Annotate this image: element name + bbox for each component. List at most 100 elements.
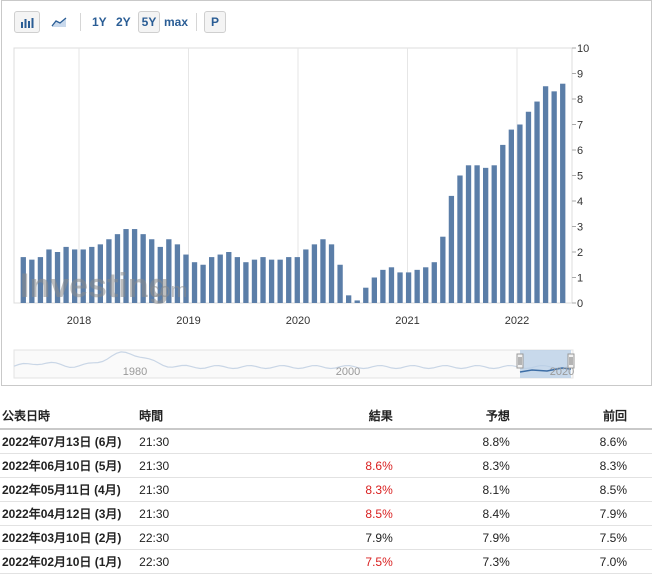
watermark-suffix: .com: [144, 280, 187, 302]
x-tick-label: 2020: [286, 315, 310, 327]
cell-actual: 7.9%: [300, 525, 418, 550]
cell-actual: [300, 429, 418, 454]
table-row: 2022年06月10日 (5月) 21:30 8.6% 8.3% 8.3%: [0, 453, 652, 478]
bar: [226, 252, 232, 303]
bar: [414, 269, 420, 303]
bar: [251, 259, 258, 303]
range-max-button[interactable]: max: [164, 15, 189, 29]
bar: [260, 257, 266, 303]
bar: [157, 246, 163, 303]
bar: [465, 165, 472, 303]
bar: [97, 244, 103, 303]
area-chart-button[interactable]: [46, 11, 72, 33]
cell-previous: 8.3%: [534, 453, 652, 478]
header-actual: 結果: [300, 402, 418, 430]
cell-previous: 8.6%: [534, 429, 652, 454]
bar: [63, 246, 69, 303]
bar-chart-icon: [21, 18, 34, 28]
cell-actual: 7.5%: [300, 549, 418, 574]
bar: [508, 129, 514, 303]
y-tick-label: 5: [577, 171, 583, 183]
bar: [217, 254, 223, 303]
bar: [448, 195, 455, 303]
table-row: 2022年04月12日 (3月) 21:30 8.5% 8.4% 7.9%: [0, 501, 652, 526]
navigator-selection[interactable]: [520, 350, 571, 378]
x-tick-label: 2021: [395, 315, 419, 327]
bar: [397, 272, 403, 303]
bar: [483, 167, 489, 303]
cell-previous: 7.5%: [534, 525, 652, 550]
bar: [363, 287, 369, 303]
cell-date: 2022年06月10日 (5月): [0, 453, 138, 478]
bar: [354, 300, 360, 303]
cell-date: 2022年03月10日 (2月): [0, 525, 138, 550]
bar: [37, 257, 44, 303]
y-tick-label: 4: [577, 196, 583, 208]
y-tick-label: 7: [577, 120, 583, 132]
bar: [474, 165, 480, 303]
cell-forecast: 7.3%: [417, 549, 535, 574]
bar: [106, 239, 112, 303]
bar: [337, 264, 343, 303]
bar: [114, 234, 121, 303]
bar: [191, 262, 198, 303]
header-time: 時間: [137, 402, 301, 430]
bar: [380, 269, 386, 303]
bar: [371, 277, 377, 303]
bar: [268, 259, 275, 303]
navigator-tick-label: 2000: [336, 366, 360, 378]
table-row: 2022年03月10日 (2月) 22:30 7.9% 7.9% 7.5%: [0, 525, 652, 550]
cell-actual: 8.6%: [300, 453, 418, 478]
bar: [209, 257, 215, 303]
bar: [517, 124, 523, 303]
bar: [29, 259, 35, 303]
bar: [243, 262, 249, 303]
table-row: 2022年07月13日 (6月) 21:30 8.8% 8.6%: [0, 429, 652, 454]
cell-forecast: 7.9%: [417, 525, 535, 550]
toolbar-separator: [196, 13, 197, 31]
y-tick-label: 1: [577, 273, 583, 285]
cell-forecast: 8.8%: [417, 429, 535, 454]
navigator-handle[interactable]: [516, 353, 524, 369]
cell-date: 2022年04月12日 (3月): [0, 501, 138, 526]
bar: [534, 101, 540, 303]
chart-panel: 1Y 2Y 5Y max P Investing .com 2018 2019 20…: [1, 0, 652, 386]
bar: [89, 246, 95, 303]
range-2y-button[interactable]: 2Y: [116, 15, 131, 29]
bar: [542, 86, 549, 303]
bar-chart-button[interactable]: [14, 11, 40, 33]
navigator[interactable]: [13, 349, 574, 379]
y-tick-label: 9: [577, 69, 583, 81]
bar: [140, 234, 146, 303]
range-5y-button[interactable]: 5Y: [138, 11, 160, 33]
bar: [440, 236, 446, 303]
x-tick-label: 2019: [176, 315, 200, 327]
bar: [174, 244, 181, 303]
bar: [431, 262, 437, 303]
navigator-handle[interactable]: [567, 353, 575, 369]
bar: [131, 229, 138, 303]
cell-date: 2022年02月10日 (1月): [0, 549, 138, 574]
bar: [72, 249, 78, 303]
y-tick-label: 3: [577, 222, 583, 234]
bar: [20, 257, 26, 303]
header-previous: 前回: [534, 402, 652, 430]
cell-forecast: 8.3%: [417, 453, 535, 478]
bar: [200, 264, 206, 303]
bar: [525, 111, 532, 303]
y-tick-label: 10: [577, 43, 589, 55]
bar: [54, 252, 61, 303]
cell-time: 22:30: [137, 525, 301, 550]
header-date: 公表日時: [0, 402, 138, 430]
main-chart: Investing .com 2018 2019 2020 2021 2022 0 1 2 3 4…: [13, 43, 589, 379]
range-1y-button[interactable]: 1Y: [92, 15, 107, 29]
navigator-tick-label: 2020: [550, 366, 574, 378]
cell-date: 2022年07月13日 (6月): [0, 429, 138, 454]
cell-previous: 8.5%: [534, 477, 652, 502]
cell-forecast: 8.4%: [417, 501, 535, 526]
bar: [388, 267, 395, 303]
y-tick-label: 6: [577, 145, 583, 157]
p-button[interactable]: P: [204, 11, 226, 33]
release-table: 公表日時 時間 結果 予想 前回 2022年07月13日 (6月) 21:30 …: [0, 402, 652, 574]
header-forecast: 予想: [417, 402, 535, 430]
